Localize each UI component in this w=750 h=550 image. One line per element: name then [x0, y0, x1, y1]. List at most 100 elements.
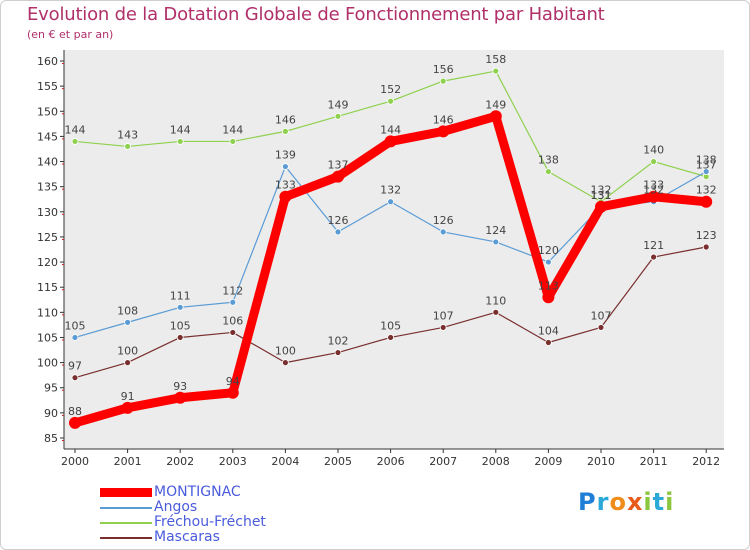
x-tick-label-2006: 2006 [377, 455, 405, 468]
data-label-frechou-frechet-2005: 149 [328, 98, 349, 111]
point-frechou-frechet-2009 [545, 168, 552, 175]
data-label-frechou-frechet-2012: 137 [696, 159, 717, 172]
point-mascaras-2004 [281, 359, 289, 367]
logo-letter: r [596, 488, 610, 516]
data-label-mascaras-2010: 107 [591, 309, 612, 322]
line-chart: 85 90 95 100 105 110 115 120 125 130 135 140 145 150 1… [37, 50, 724, 468]
chart-subtitle: (en € et par an) [27, 28, 114, 41]
data-label-montignac-2012: 132 [696, 184, 717, 197]
data-label-frechou-frechet-2007: 156 [433, 63, 454, 76]
y-tick-label-115: 115 [37, 281, 58, 294]
data-label-frechou-frechet-2006: 152 [380, 83, 401, 96]
x-tick-label-2010: 2010 [587, 455, 615, 468]
point-montignac-2006 [384, 135, 397, 148]
data-label-mascaras-2001: 100 [117, 345, 138, 358]
point-frechou-frechet-2011 [650, 158, 657, 165]
data-label-angos-2009: 120 [538, 244, 559, 257]
point-angos-2005 [334, 228, 342, 236]
data-label-mascaras-2011: 121 [643, 239, 664, 252]
point-montignac-2008 [489, 110, 502, 123]
point-montignac-2003 [226, 386, 239, 399]
legend-label-angos: Angos [154, 499, 198, 515]
point-angos-2007 [439, 228, 447, 236]
point-angos-2012 [702, 168, 710, 175]
data-label-angos-2011: 132 [643, 184, 664, 197]
point-mascaras-2008 [492, 308, 500, 316]
point-angos-2008 [492, 238, 500, 246]
y-tick-label-85: 85 [44, 432, 58, 445]
data-label-mascaras-2003: 106 [222, 314, 243, 327]
data-label-montignac-2008: 149 [485, 98, 506, 111]
y-tick-label-105: 105 [37, 331, 58, 344]
point-angos-2000 [71, 334, 79, 341]
x-tick-label-2011: 2011 [640, 455, 668, 468]
data-label-mascaras-2005: 102 [328, 335, 349, 348]
data-label-frechou-frechet-2010: 132 [591, 184, 612, 197]
data-label-montignac-2001: 91 [121, 390, 135, 403]
data-label-mascaras-2006: 105 [380, 319, 401, 332]
logo-letter: t [652, 488, 666, 516]
data-label-mascaras-2007: 107 [433, 309, 454, 322]
y-tick-label-155: 155 [37, 80, 58, 93]
legend-swatch-frechou-frechet [100, 522, 152, 524]
point-mascaras-2002 [176, 334, 184, 341]
x-tick-label-2008: 2008 [482, 455, 510, 468]
point-mascaras-2010 [597, 324, 605, 331]
x-tick-label-2001: 2001 [114, 455, 142, 468]
data-label-frechou-frechet-2002: 144 [170, 123, 191, 136]
point-montignac-2004 [279, 190, 292, 203]
data-label-frechou-frechet-2003: 144 [222, 123, 243, 136]
y-tick-label-125: 125 [37, 231, 58, 244]
point-montignac-2010 [595, 200, 607, 213]
point-frechou-frechet-2007 [439, 77, 447, 85]
x-tick-label-2004: 2004 [271, 455, 299, 468]
point-frechou-frechet-2008 [492, 67, 500, 75]
data-label-frechou-frechet-2009: 138 [538, 154, 559, 167]
y-tick-label-145: 145 [37, 130, 58, 143]
point-frechou-frechet-2005 [334, 112, 342, 120]
y-tick-label-90: 90 [44, 407, 58, 420]
data-label-angos-2005: 126 [328, 214, 349, 227]
legend-label-frechou-frechet: Fréchou-Fréchet [154, 514, 266, 530]
point-frechou-frechet-2003 [229, 138, 237, 145]
data-label-angos-2010: 131 [591, 189, 612, 202]
point-montignac-2007 [437, 125, 450, 138]
data-label-frechou-frechet-2001: 143 [117, 128, 138, 141]
logo-letter: o [609, 488, 627, 516]
data-label-angos-2007: 126 [433, 214, 454, 227]
data-label-angos-2008: 124 [485, 224, 506, 237]
legend-label-mascaras: Mascaras [154, 529, 220, 545]
point-frechou-frechet-2002 [176, 138, 184, 145]
y-tick-label-130: 130 [37, 206, 58, 219]
y-tick-label-120: 120 [37, 256, 58, 269]
data-label-montignac-2005: 137 [328, 159, 349, 172]
point-mascaras-2005 [334, 349, 342, 356]
point-montignac-2002 [174, 391, 187, 404]
y-tick-label-100: 100 [37, 357, 58, 370]
y-tick-label-110: 110 [37, 306, 58, 319]
data-label-mascaras-2008: 110 [485, 294, 506, 307]
legend-swatch-angos [100, 507, 152, 509]
point-montignac-2001 [121, 401, 134, 414]
data-label-angos-2002: 111 [170, 289, 191, 302]
data-label-mascaras-2009: 104 [538, 324, 559, 337]
y-tick-label-95: 95 [44, 382, 58, 395]
point-montignac-2005 [332, 170, 344, 183]
point-angos-2006 [387, 198, 395, 206]
data-label-frechou-frechet-2008: 158 [485, 53, 506, 66]
x-tick-label-2003: 2003 [219, 455, 247, 468]
point-mascaras-2007 [439, 324, 447, 331]
data-label-angos-2012: 138 [696, 154, 717, 167]
data-label-angos-2003: 112 [222, 284, 243, 297]
proxiti-logo: Proxiti [578, 488, 674, 516]
legend-label-montignac: MONTIGNAC [154, 484, 241, 500]
point-mascaras-2000 [71, 374, 79, 382]
point-mascaras-2001 [124, 359, 131, 367]
chart-title: Evolution de la Dotation Globale de Fonc… [27, 4, 605, 25]
x-tick-label-2007: 2007 [429, 455, 457, 468]
data-label-montignac-2010: 131 [591, 189, 612, 202]
data-label-mascaras-2000: 97 [68, 360, 82, 373]
data-label-mascaras-2012: 123 [696, 229, 717, 242]
point-montignac-2012 [700, 195, 713, 208]
data-label-frechou-frechet-2000: 144 [65, 123, 86, 136]
